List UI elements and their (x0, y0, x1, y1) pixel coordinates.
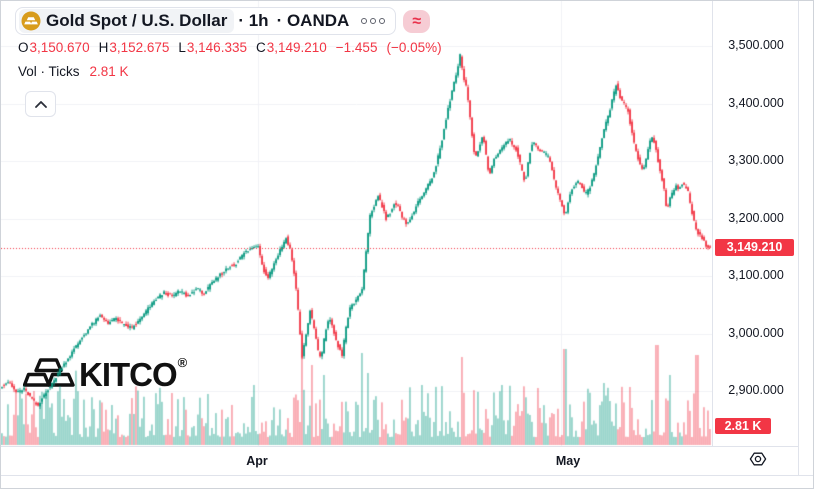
time-axis[interactable]: Apr May (1, 446, 798, 476)
settings-icon[interactable] (746, 447, 770, 471)
price-axis-label: 3,400.000 (728, 95, 784, 110)
time-axis-label: Apr (246, 454, 268, 468)
price-axis-label: 3,500.000 (728, 38, 784, 52)
exchange-label: · OANDA (276, 11, 350, 30)
symbol-title: Gold Spot / U.S. Dollar (46, 11, 228, 30)
symbol-legend-button[interactable]: Gold Spot / U.S. Dollar · 1h · OANDA (15, 7, 397, 35)
change-value: −1.455 (335, 40, 378, 55)
volume-row: Vol · Ticks 2.81 K (18, 64, 129, 79)
close-value: 3,149.210 (266, 40, 327, 55)
similar-symbols-button[interactable]: ≈ (403, 9, 431, 33)
more-options-icon[interactable] (357, 18, 389, 24)
chevron-up-icon (34, 100, 47, 108)
high-label: H (98, 40, 109, 55)
high-value: 3,152.675 (109, 40, 170, 55)
price-axis[interactable]: 3,149.210 2.81 K 3,500.000 3,400.000 3,300… (712, 1, 799, 446)
low-value: 3,146.335 (186, 40, 247, 55)
right-border-line (798, 1, 799, 475)
volume-value: 2.81 K (89, 64, 129, 79)
ohlc-row: O 3,150.670 H 3,152.675 L 3,146.335 C 3,149.… (18, 40, 442, 55)
price-axis-label: 3,200.000 (728, 210, 784, 225)
interval-label: · 1h (238, 11, 269, 30)
low-label: L (178, 40, 186, 55)
last-price-badge: 3,149.210 (715, 239, 794, 256)
close-label: C (255, 40, 266, 55)
approx-equal-icon: ≈ (412, 12, 422, 30)
time-axis-label: May (555, 454, 581, 468)
collapse-pane-button[interactable] (25, 91, 56, 117)
price-axis-label: 2,900.000 (728, 383, 784, 397)
price-chart-canvas[interactable] (1, 1, 712, 446)
open-value: 3,150.670 (29, 40, 90, 55)
gold-symbol-icon (21, 11, 41, 31)
volume-label: Vol · Ticks (18, 64, 80, 79)
price-axis-label: 3,300.000 (728, 153, 784, 167)
chart-legend: Gold Spot / U.S. Dollar · 1h · OANDA ≈ (15, 7, 431, 35)
change-percent: (−0.05%) (386, 40, 442, 55)
symbol-segment: Gold Spot / U.S. Dollar (19, 9, 235, 33)
price-axis-label: 3,000.000 (728, 325, 784, 340)
open-label: O (18, 40, 29, 55)
bottom-border-line (1, 475, 813, 476)
price-axis-label: 3,100.000 (728, 268, 784, 282)
last-volume-badge: 2.81 K (715, 418, 771, 434)
